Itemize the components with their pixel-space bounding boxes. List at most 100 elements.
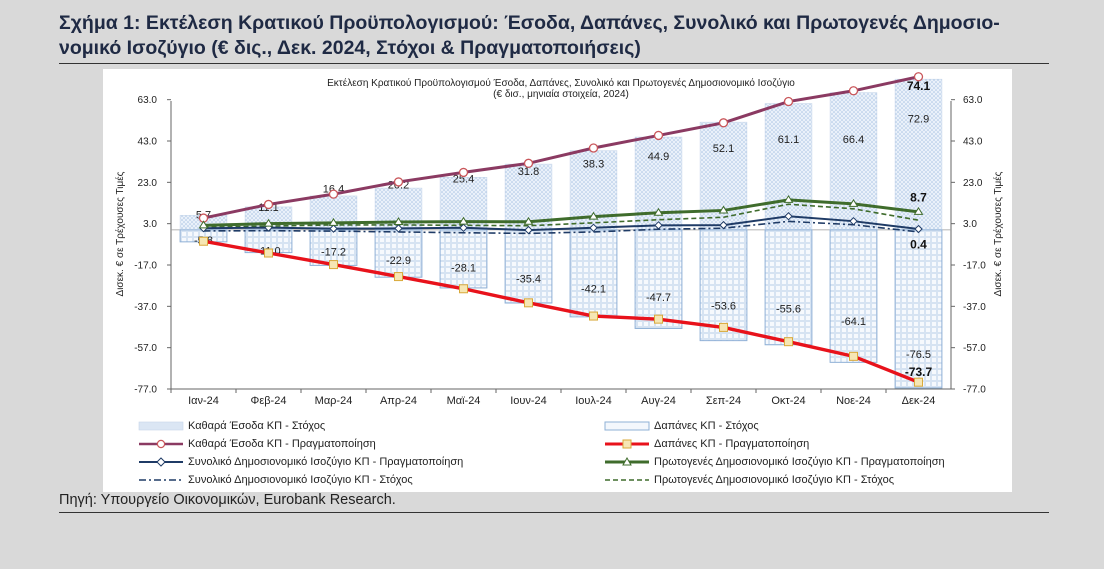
point-revenue-actual xyxy=(328,189,339,199)
bar-expend-target xyxy=(504,229,553,304)
y-tick-label-right: 63.0 xyxy=(963,95,983,106)
point-balance-actual xyxy=(394,224,403,233)
bar-label-revenue-target: 61.1 xyxy=(778,134,799,146)
bar-label-expend-target: -28.1 xyxy=(451,263,476,275)
legend-label-expend-actual: Δαπάνες ΚΠ - Πραγματοποίηση xyxy=(654,437,810,450)
x-tick-label: Μαϊ-24 xyxy=(447,395,481,407)
point-balance-actual xyxy=(524,225,533,235)
y-axis-title-right: Δισεκ. € σε Τρέχουσες Τιμές xyxy=(992,171,1004,296)
point-expend-actual xyxy=(524,298,533,308)
y-tick-label-left: 43.0 xyxy=(138,137,158,148)
y-tick-label-left: 3.0 xyxy=(143,219,157,230)
point-primary-actual xyxy=(848,198,859,207)
point-balance-actual xyxy=(784,212,793,221)
legend-item-balance-actual: Συνολικό Δημοσιονομικό Ισοζύγιο ΚΠ - Πρα… xyxy=(137,453,463,470)
bar-expend-target xyxy=(374,229,423,278)
point-primary-actual xyxy=(718,205,729,214)
y-tick-label-left: -17.0 xyxy=(134,261,157,272)
x-tick-label: Φεβ-24 xyxy=(251,395,287,407)
point-balance-actual xyxy=(654,221,663,230)
line-revenue-actual xyxy=(203,75,919,220)
point-revenue-actual xyxy=(588,143,599,153)
x-tick-label: Ιουν-24 xyxy=(510,395,547,407)
chart-title: Εκτέλεση Κρατικού Προϋπολογισμού Έσοδα, … xyxy=(327,77,795,89)
annotation-dec-value: 0.4 xyxy=(910,238,927,252)
bar-label-revenue-target: 66.4 xyxy=(843,134,864,146)
bar-label-revenue-target: 38.3 xyxy=(583,159,604,171)
point-balance-actual xyxy=(589,223,598,233)
point-expend-actual xyxy=(459,284,468,294)
legend-swatch-expend-target xyxy=(604,421,650,430)
bar-revenue-target xyxy=(894,78,943,231)
point-primary-actual xyxy=(783,194,794,203)
chart-svg: Εκτέλεση Κρατικού Προϋπολογισμού Έσοδα, … xyxy=(114,72,1004,407)
line-expend-actual xyxy=(203,239,920,384)
legend-label-primary-actual: Πρωτογενές Δημοσιονομικό Ισοζύγιο ΚΠ - Π… xyxy=(654,455,945,468)
bar-expend-target xyxy=(764,229,813,346)
point-expend-actual xyxy=(199,236,208,246)
bar-label-expend-target: -76.5 xyxy=(906,349,931,361)
point-revenue-actual xyxy=(718,118,729,128)
point-expend-actual xyxy=(394,272,403,282)
y-tick-label-left: 63.0 xyxy=(138,95,158,106)
x-tick-label: Αυγ-24 xyxy=(641,395,676,407)
chart-panel: Εκτέλεση Κρατικού Προϋπολογισμού Έσοδα, … xyxy=(103,69,1012,492)
y-tick-label-right: -57.0 xyxy=(963,343,986,354)
bar-label-expend-target: -47.7 xyxy=(646,292,671,304)
point-expend-actual xyxy=(264,248,273,258)
legend-swatch-primary-actual xyxy=(605,456,649,465)
bar-label-revenue-target: 72.9 xyxy=(908,113,929,125)
point-expend-actual xyxy=(719,322,728,332)
y-tick-label-right: 23.0 xyxy=(963,178,983,189)
bar-label-revenue-target: 31.8 xyxy=(518,166,539,178)
chart-legend: Καθαρά Έσοδα ΚΠ - Στόχος Δαπάνες ΚΠ - Στ… xyxy=(123,417,1003,489)
legend-label-expend-target: Δαπάνες ΚΠ - Στόχος xyxy=(654,419,759,432)
x-tick-label: Απρ-24 xyxy=(380,395,417,407)
bar-label-expend-target: -64.1 xyxy=(841,316,866,328)
point-revenue-actual xyxy=(263,199,274,210)
legend-label-revenue-actual: Καθαρά Έσοδα ΚΠ - Πραγματοποίηση xyxy=(188,437,376,450)
y-tick-label-right: -17.0 xyxy=(963,261,986,272)
x-tick-label: Σεπ-24 xyxy=(706,395,741,407)
legend-item-balance-target: Συνολικό Δημοσιονομικό Ισοζύγιο ΚΠ - Στό… xyxy=(137,471,413,488)
point-revenue-actual xyxy=(653,130,664,141)
annotation-dec-value: 74.1 xyxy=(907,79,931,93)
bar-label-revenue-target: 52.1 xyxy=(713,143,734,155)
line-balance-target xyxy=(203,220,919,235)
bar-label-expend-target: -22.9 xyxy=(386,255,411,267)
bar-label-revenue-target: 25.4 xyxy=(453,173,474,185)
figure-title: Σχήμα 1: Εκτέλεση Κρατικού Προϋπολογισμο… xyxy=(59,12,1000,59)
annotation-dec-value: 8.7 xyxy=(910,190,927,204)
bar-expend-target xyxy=(894,229,943,389)
bar-label-expend-target: -42.1 xyxy=(581,284,606,296)
point-expend-actual xyxy=(589,311,598,321)
legend-label-balance-actual: Συνολικό Δημοσιονομικό Ισοζύγιο ΚΠ - Πρα… xyxy=(188,455,464,468)
y-tick-label-left: -37.0 xyxy=(134,302,157,313)
point-balance-actual xyxy=(849,216,858,226)
line-balance-actual xyxy=(203,215,919,232)
point-revenue-actual xyxy=(458,167,469,178)
y-tick-label-right: -37.0 xyxy=(963,302,986,313)
legend-swatch-revenue-actual xyxy=(139,439,183,448)
point-revenue-actual xyxy=(523,158,534,168)
bar-revenue-target xyxy=(764,103,813,231)
legend-item-expend-actual: Δαπάνες ΚΠ - Πραγματοποίηση xyxy=(603,435,809,452)
bar-expend-target xyxy=(699,229,748,342)
x-tick-label: Μαρ-24 xyxy=(315,395,353,407)
bar-expend-target xyxy=(309,229,358,266)
y-tick-label-right: 43.0 xyxy=(963,137,983,148)
legend-swatch-revenue-target xyxy=(138,421,184,430)
point-primary-actual xyxy=(588,211,599,220)
point-balance-actual xyxy=(719,220,728,230)
legend-label-revenue-target: Καθαρά Έσοδα ΚΠ - Στόχος xyxy=(188,419,326,432)
point-balance-actual xyxy=(329,224,338,233)
point-expend-actual xyxy=(329,260,338,270)
point-primary-actual xyxy=(653,207,664,216)
bar-expend-target xyxy=(439,229,488,289)
legend-item-revenue-actual: Καθαρά Έσοδα ΚΠ - Πραγματοποίηση xyxy=(137,435,376,452)
bar-label-expend-target: -35.4 xyxy=(516,274,541,286)
point-primary-actual xyxy=(913,206,924,215)
y-tick-label-left: -57.0 xyxy=(134,343,157,354)
x-tick-label: Ιουλ-24 xyxy=(575,395,612,407)
point-primary-actual xyxy=(263,218,274,227)
